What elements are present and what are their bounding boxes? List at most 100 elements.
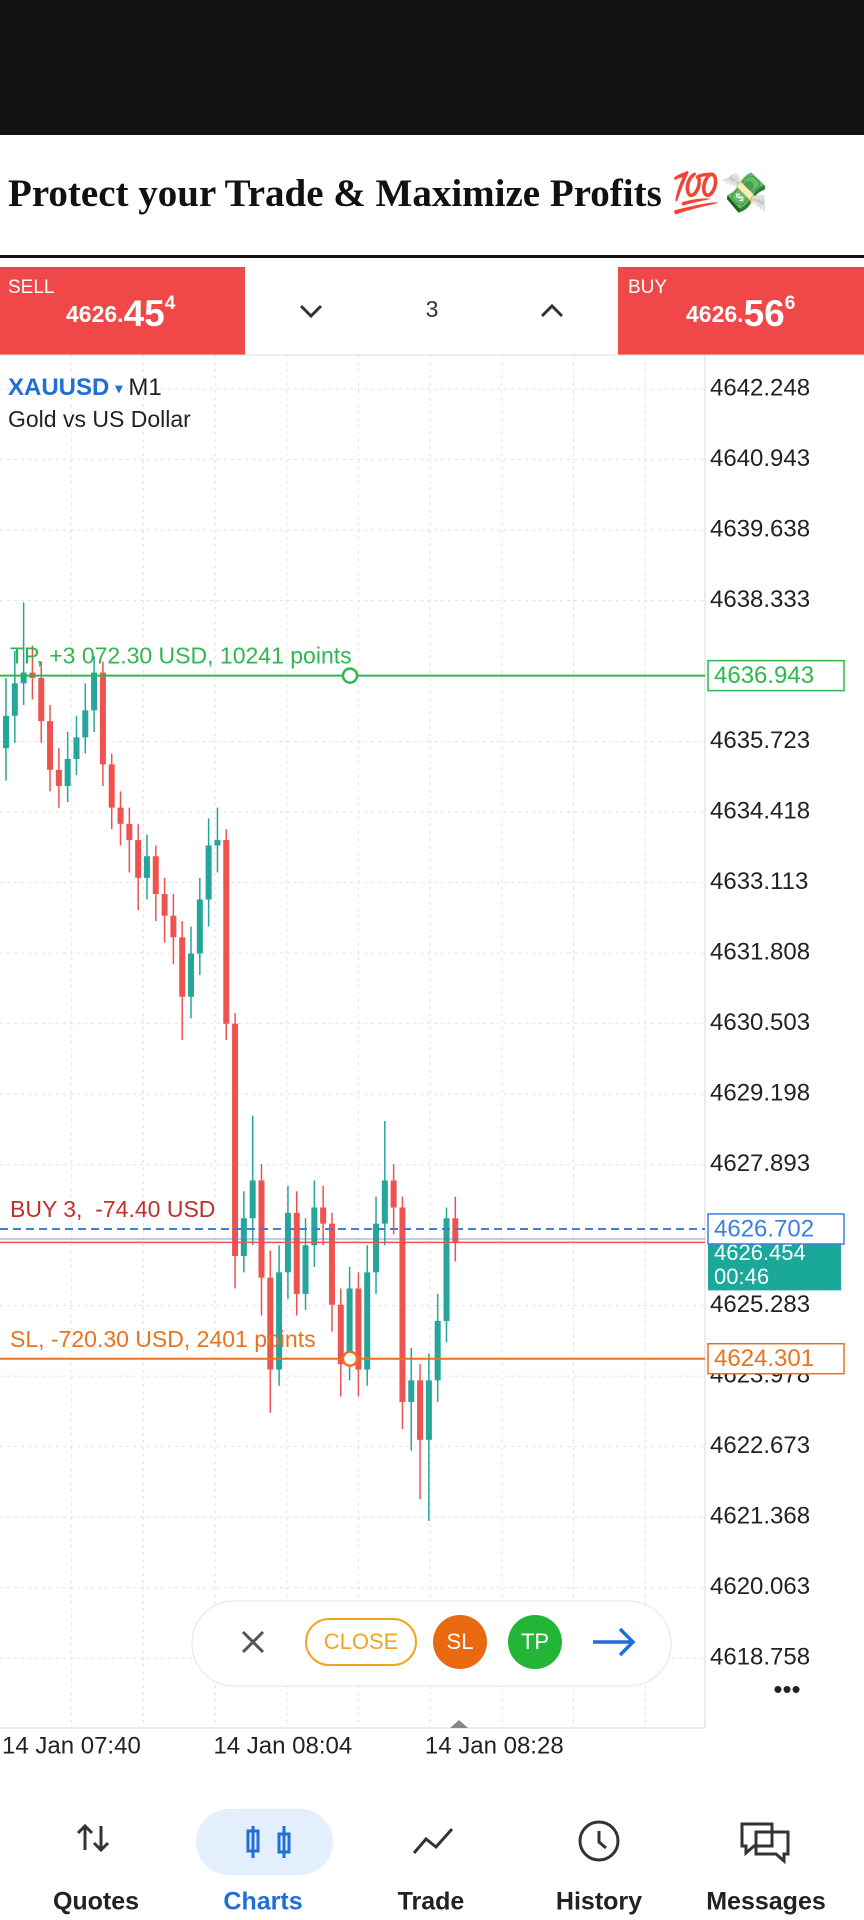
- candle-body: [91, 672, 98, 711]
- charts-icon-body: [277, 1832, 291, 1854]
- header-rule: [0, 255, 864, 258]
- symbol-description: Gold vs US Dollar: [8, 406, 191, 432]
- candle-body: [73, 737, 80, 759]
- status-bar: [0, 0, 864, 135]
- candle-body: [355, 1288, 362, 1370]
- y-tick-label: 4622.673: [710, 1432, 810, 1459]
- candle-body: [302, 1245, 309, 1294]
- buy-price: 4626.566: [686, 293, 795, 334]
- y-tick-label: 4640.943: [710, 445, 810, 472]
- header-title: Protect your Trade & Maximize Profits 💯💸: [8, 170, 769, 215]
- quotes-icon[interactable]: [76, 1823, 110, 1853]
- charts-highlight: [196, 1809, 333, 1875]
- x-tick-label: 14 Jan 07:40: [2, 1732, 141, 1759]
- tp-button[interactable]: [508, 1615, 562, 1669]
- candle-body: [232, 1023, 239, 1257]
- price-box-label: 4626.702: [714, 1215, 814, 1242]
- toolbar-arrow[interactable]: [593, 1627, 636, 1657]
- chart: 4642.248 4640.943 4639.638 4638.333 4635.723…: [0, 355, 845, 1759]
- candle-body: [223, 840, 230, 1024]
- nav-label[interactable]: Charts: [223, 1888, 302, 1916]
- candle-body: [82, 710, 89, 738]
- candle-body: [364, 1272, 371, 1370]
- candle-body: [161, 894, 168, 916]
- nav-label[interactable]: Messages: [706, 1888, 826, 1916]
- price-box: [707, 1342, 845, 1375]
- candle-body: [311, 1207, 318, 1246]
- buy-button[interactable]: [618, 267, 864, 355]
- history-icon[interactable]: [578, 1820, 620, 1862]
- tp-label: TP: [521, 1629, 549, 1654]
- order-handle[interactable]: [341, 667, 359, 684]
- candle-body: [408, 1380, 415, 1402]
- candle-body: [346, 1288, 353, 1365]
- candle-body: [381, 1180, 388, 1224]
- price-box-label: 4624.301: [714, 1345, 814, 1372]
- trade-icon[interactable]: [412, 1828, 454, 1854]
- candle-body: [179, 937, 186, 997]
- candle-body: [196, 899, 203, 954]
- sell-price-sup: 4: [165, 293, 176, 314]
- candle-body: [452, 1218, 459, 1243]
- y-tick-label: 4621.368: [710, 1503, 810, 1530]
- y-tick-label: 4639.638: [710, 515, 810, 542]
- order-annotation: BUY 3, -74.40 USD: [10, 1196, 215, 1222]
- sl-label: SL: [447, 1629, 474, 1654]
- messages-icon[interactable]: [740, 1822, 790, 1865]
- candle-body: [373, 1223, 380, 1273]
- buy-label: BUY: [628, 277, 667, 298]
- sl-button[interactable]: [433, 1615, 487, 1669]
- candle-body: [170, 915, 177, 938]
- volume-down[interactable]: [299, 304, 323, 319]
- nav-label[interactable]: Quotes: [53, 1888, 139, 1916]
- candle-body: [443, 1218, 450, 1321]
- y-tick-label: 4618.758: [710, 1644, 810, 1671]
- candle-body: [276, 1272, 283, 1370]
- close-button[interactable]: [305, 1618, 417, 1666]
- sell-button[interactable]: [0, 267, 245, 355]
- order-handle[interactable]: [341, 1350, 359, 1367]
- symbol[interactable]: XAUUSD ▾ M1: [8, 374, 162, 401]
- candle-body: [3, 715, 9, 749]
- candle-body: [240, 1218, 247, 1257]
- charts-icon-body: [246, 1829, 260, 1853]
- candle-body: [337, 1304, 344, 1365]
- candle-body: [328, 1223, 335, 1305]
- nav-label[interactable]: History: [556, 1888, 642, 1916]
- sell-price-big: 45: [124, 293, 165, 334]
- buy-price-sup: 6: [785, 293, 796, 314]
- price-box-label: 4636.943: [714, 662, 814, 689]
- y-tick-label: 4642.248: [710, 374, 810, 401]
- y-tick-label: 4635.723: [710, 727, 810, 754]
- price-box: [707, 1213, 845, 1245]
- candle-body: [99, 672, 106, 765]
- candle-body: [188, 953, 195, 997]
- sell-price: 4626.454: [66, 293, 176, 334]
- candle-body: [425, 1380, 432, 1440]
- y-tick-label: 4633.113: [710, 868, 808, 895]
- order-annotation: TP, +3 072.30 USD, 10241 points: [10, 643, 352, 669]
- volume[interactable]: 3: [426, 296, 439, 322]
- more-dots[interactable]: •••: [773, 1674, 800, 1704]
- toolbar-close-x[interactable]: [241, 1630, 265, 1654]
- candle-body: [38, 677, 45, 722]
- x-tick-label: 14 Jan 08:04: [213, 1732, 352, 1759]
- nav-label[interactable]: Trade: [398, 1888, 465, 1916]
- sell-label: SELL: [8, 277, 54, 298]
- candle-body: [390, 1180, 397, 1208]
- candle-body: [152, 856, 159, 895]
- candle-body: [214, 840, 221, 846]
- current-price-box: [708, 1242, 841, 1291]
- candle-body: [64, 758, 71, 787]
- buy-price-main: 4626.: [686, 301, 744, 327]
- x-tick-label: 14 Jan 08:28: [425, 1732, 564, 1759]
- symbol-caret: ▾: [114, 380, 123, 396]
- volume-up[interactable]: [540, 303, 564, 318]
- order-annotation: SL, -720.30 USD, 2401 points: [10, 1326, 316, 1352]
- candle-body: [205, 845, 212, 900]
- y-tick-label: 4627.893: [710, 1150, 810, 1177]
- y-tick-label: 4630.503: [710, 1009, 810, 1036]
- current-timer: 00:46: [714, 1264, 769, 1289]
- candle-body: [11, 683, 18, 716]
